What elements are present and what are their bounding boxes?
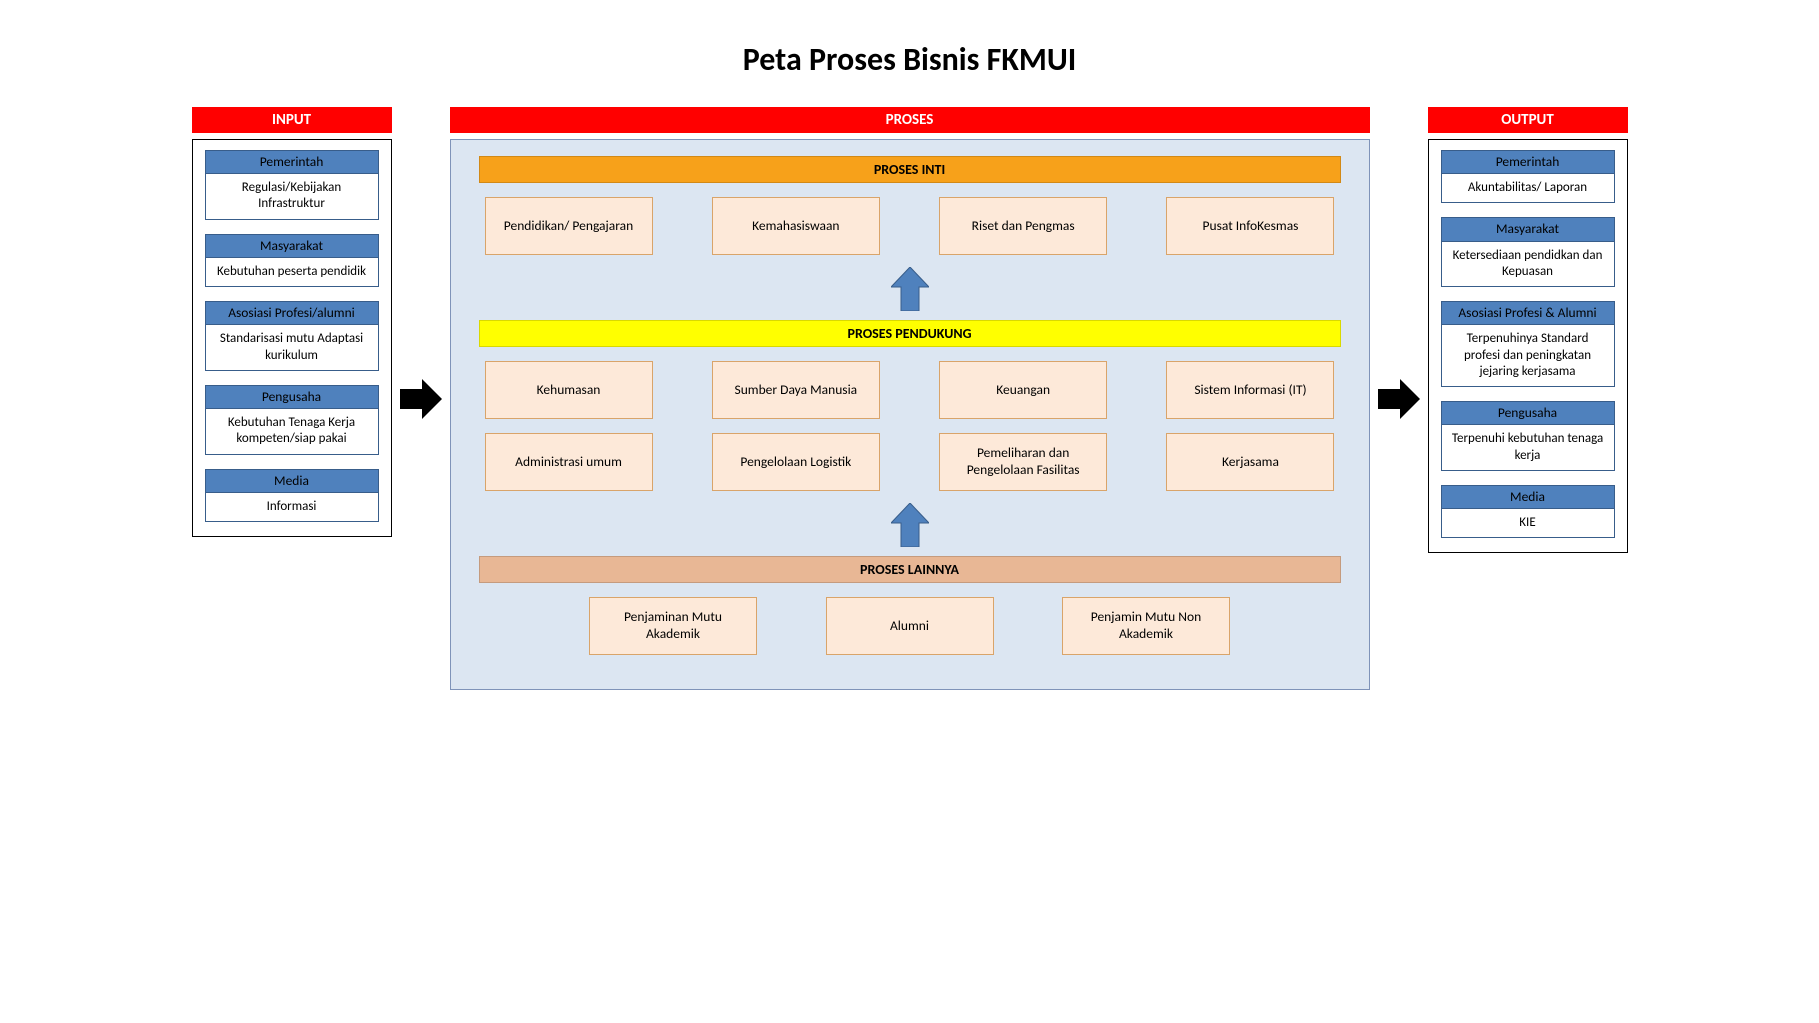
output-block-body: Terpenuhinya Standard profesi dan pening… xyxy=(1441,325,1615,387)
output-header: OUTPUT xyxy=(1428,107,1628,133)
output-block-body: Ketersediaan pendidkan dan Kepuasan xyxy=(1441,242,1615,288)
arrow-right-icon xyxy=(400,377,442,421)
proses-header: PROSES xyxy=(450,107,1370,133)
proc-box: Sistem Informasi (IT) xyxy=(1166,361,1334,419)
arrow-up-icon xyxy=(891,503,929,547)
output-panel: Pemerintah Akuntabilitas/ Laporan Masyar… xyxy=(1428,139,1628,553)
pendukung-row1: Kehumasan Sumber Daya Manusia Keuangan S… xyxy=(485,361,1335,419)
input-panel: Pemerintah Regulasi/Kebijakan Infrastruk… xyxy=(192,139,392,537)
input-block: Pengusaha Kebutuhan Tenaga Kerja kompete… xyxy=(205,385,379,455)
input-block-head: Pengusaha xyxy=(205,385,379,409)
output-block: Masyarakat Ketersediaan pendidkan dan Ke… xyxy=(1441,217,1615,287)
proses-column: PROSES PROSES INTI Pendidikan/ Pengajara… xyxy=(450,107,1370,690)
inti-row: Pendidikan/ Pengajaran Kemahasiswaan Ris… xyxy=(485,197,1335,255)
input-block-head: Pemerintah xyxy=(205,150,379,174)
proc-box: Alumni xyxy=(826,597,994,655)
input-block-body: Regulasi/Kebijakan Infrastruktur xyxy=(205,174,379,220)
proc-box: Kemahasiswaan xyxy=(712,197,880,255)
proc-box: Pemeliharan dan Pengelolaan Fasilitas xyxy=(939,433,1107,491)
output-block-body: KIE xyxy=(1441,509,1615,538)
input-block-head: Masyarakat xyxy=(205,234,379,258)
output-block-head: Pemerintah xyxy=(1441,150,1615,174)
input-block-head: Media xyxy=(205,469,379,493)
proc-box: Administrasi umum xyxy=(485,433,653,491)
arrow-lainnya-to-pendukung xyxy=(479,503,1341,552)
proc-box: Pusat InfoKesmas xyxy=(1166,197,1334,255)
input-block-body: Standarisasi mutu Adaptasi kurikulum xyxy=(205,325,379,371)
section-lainnya-bar: PROSES LAINNYA xyxy=(479,556,1341,583)
proc-box: Pengelolaan Logistik xyxy=(712,433,880,491)
proc-box: Sumber Daya Manusia xyxy=(712,361,880,419)
output-block: Pemerintah Akuntabilitas/ Laporan xyxy=(1441,150,1615,203)
input-column: INPUT Pemerintah Regulasi/Kebijakan Infr… xyxy=(192,107,392,537)
output-block: Media KIE xyxy=(1441,485,1615,538)
lainnya-row: Penjaminan Mutu Akademik Alumni Penjamin… xyxy=(485,597,1335,655)
proses-panel: PROSES INTI Pendidikan/ Pengajaran Kemah… xyxy=(450,139,1370,690)
proc-box: Kehumasan xyxy=(485,361,653,419)
diagram-row: INPUT Pemerintah Regulasi/Kebijakan Infr… xyxy=(40,107,1779,690)
arrow-right-icon xyxy=(1378,377,1420,421)
arrow-input-to-proses xyxy=(400,107,442,690)
input-block: Asosiasi Profesi/alumni Standarisasi mut… xyxy=(205,301,379,371)
input-block: Masyarakat Kebutuhan peserta pendidik xyxy=(205,234,379,287)
output-block-head: Pengusaha xyxy=(1441,401,1615,425)
proc-box: Riset dan Pengmas xyxy=(939,197,1107,255)
proc-box: Penjamin Mutu Non Akademik xyxy=(1062,597,1230,655)
input-header: INPUT xyxy=(192,107,392,133)
input-block-head: Asosiasi Profesi/alumni xyxy=(205,301,379,325)
output-block: Pengusaha Terpenuhi kebutuhan tenaga ker… xyxy=(1441,401,1615,471)
output-block-head: Asosiasi Profesi & Alumni xyxy=(1441,301,1615,325)
arrow-proses-to-output xyxy=(1378,107,1420,690)
output-block-body: Akuntabilitas/ Laporan xyxy=(1441,174,1615,203)
proc-box: Kerjasama xyxy=(1166,433,1334,491)
output-block-body: Terpenuhi kebutuhan tenaga kerja xyxy=(1441,425,1615,471)
pendukung-row2: Administrasi umum Pengelolaan Logistik P… xyxy=(485,433,1335,491)
arrow-pendukung-to-inti xyxy=(479,267,1341,316)
output-block: Asosiasi Profesi & Alumni Terpenuhinya S… xyxy=(1441,301,1615,387)
output-block-head: Media xyxy=(1441,485,1615,509)
proc-box: Penjaminan Mutu Akademik xyxy=(589,597,757,655)
output-column: OUTPUT Pemerintah Akuntabilitas/ Laporan… xyxy=(1428,107,1628,553)
arrow-up-icon xyxy=(891,267,929,311)
proc-box: Keuangan xyxy=(939,361,1107,419)
input-block-body: Kebutuhan peserta pendidik xyxy=(205,258,379,287)
section-inti-bar: PROSES INTI xyxy=(479,156,1341,183)
section-pendukung-bar: PROSES PENDUKUNG xyxy=(479,320,1341,347)
input-block: Media Informasi xyxy=(205,469,379,522)
output-block-head: Masyarakat xyxy=(1441,217,1615,241)
input-block-body: Informasi xyxy=(205,493,379,522)
input-block: Pemerintah Regulasi/Kebijakan Infrastruk… xyxy=(205,150,379,220)
page-title: Peta Proses Bisnis FKMUI xyxy=(40,40,1779,79)
input-block-body: Kebutuhan Tenaga Kerja kompeten/siap pak… xyxy=(205,409,379,455)
proc-box: Pendidikan/ Pengajaran xyxy=(485,197,653,255)
